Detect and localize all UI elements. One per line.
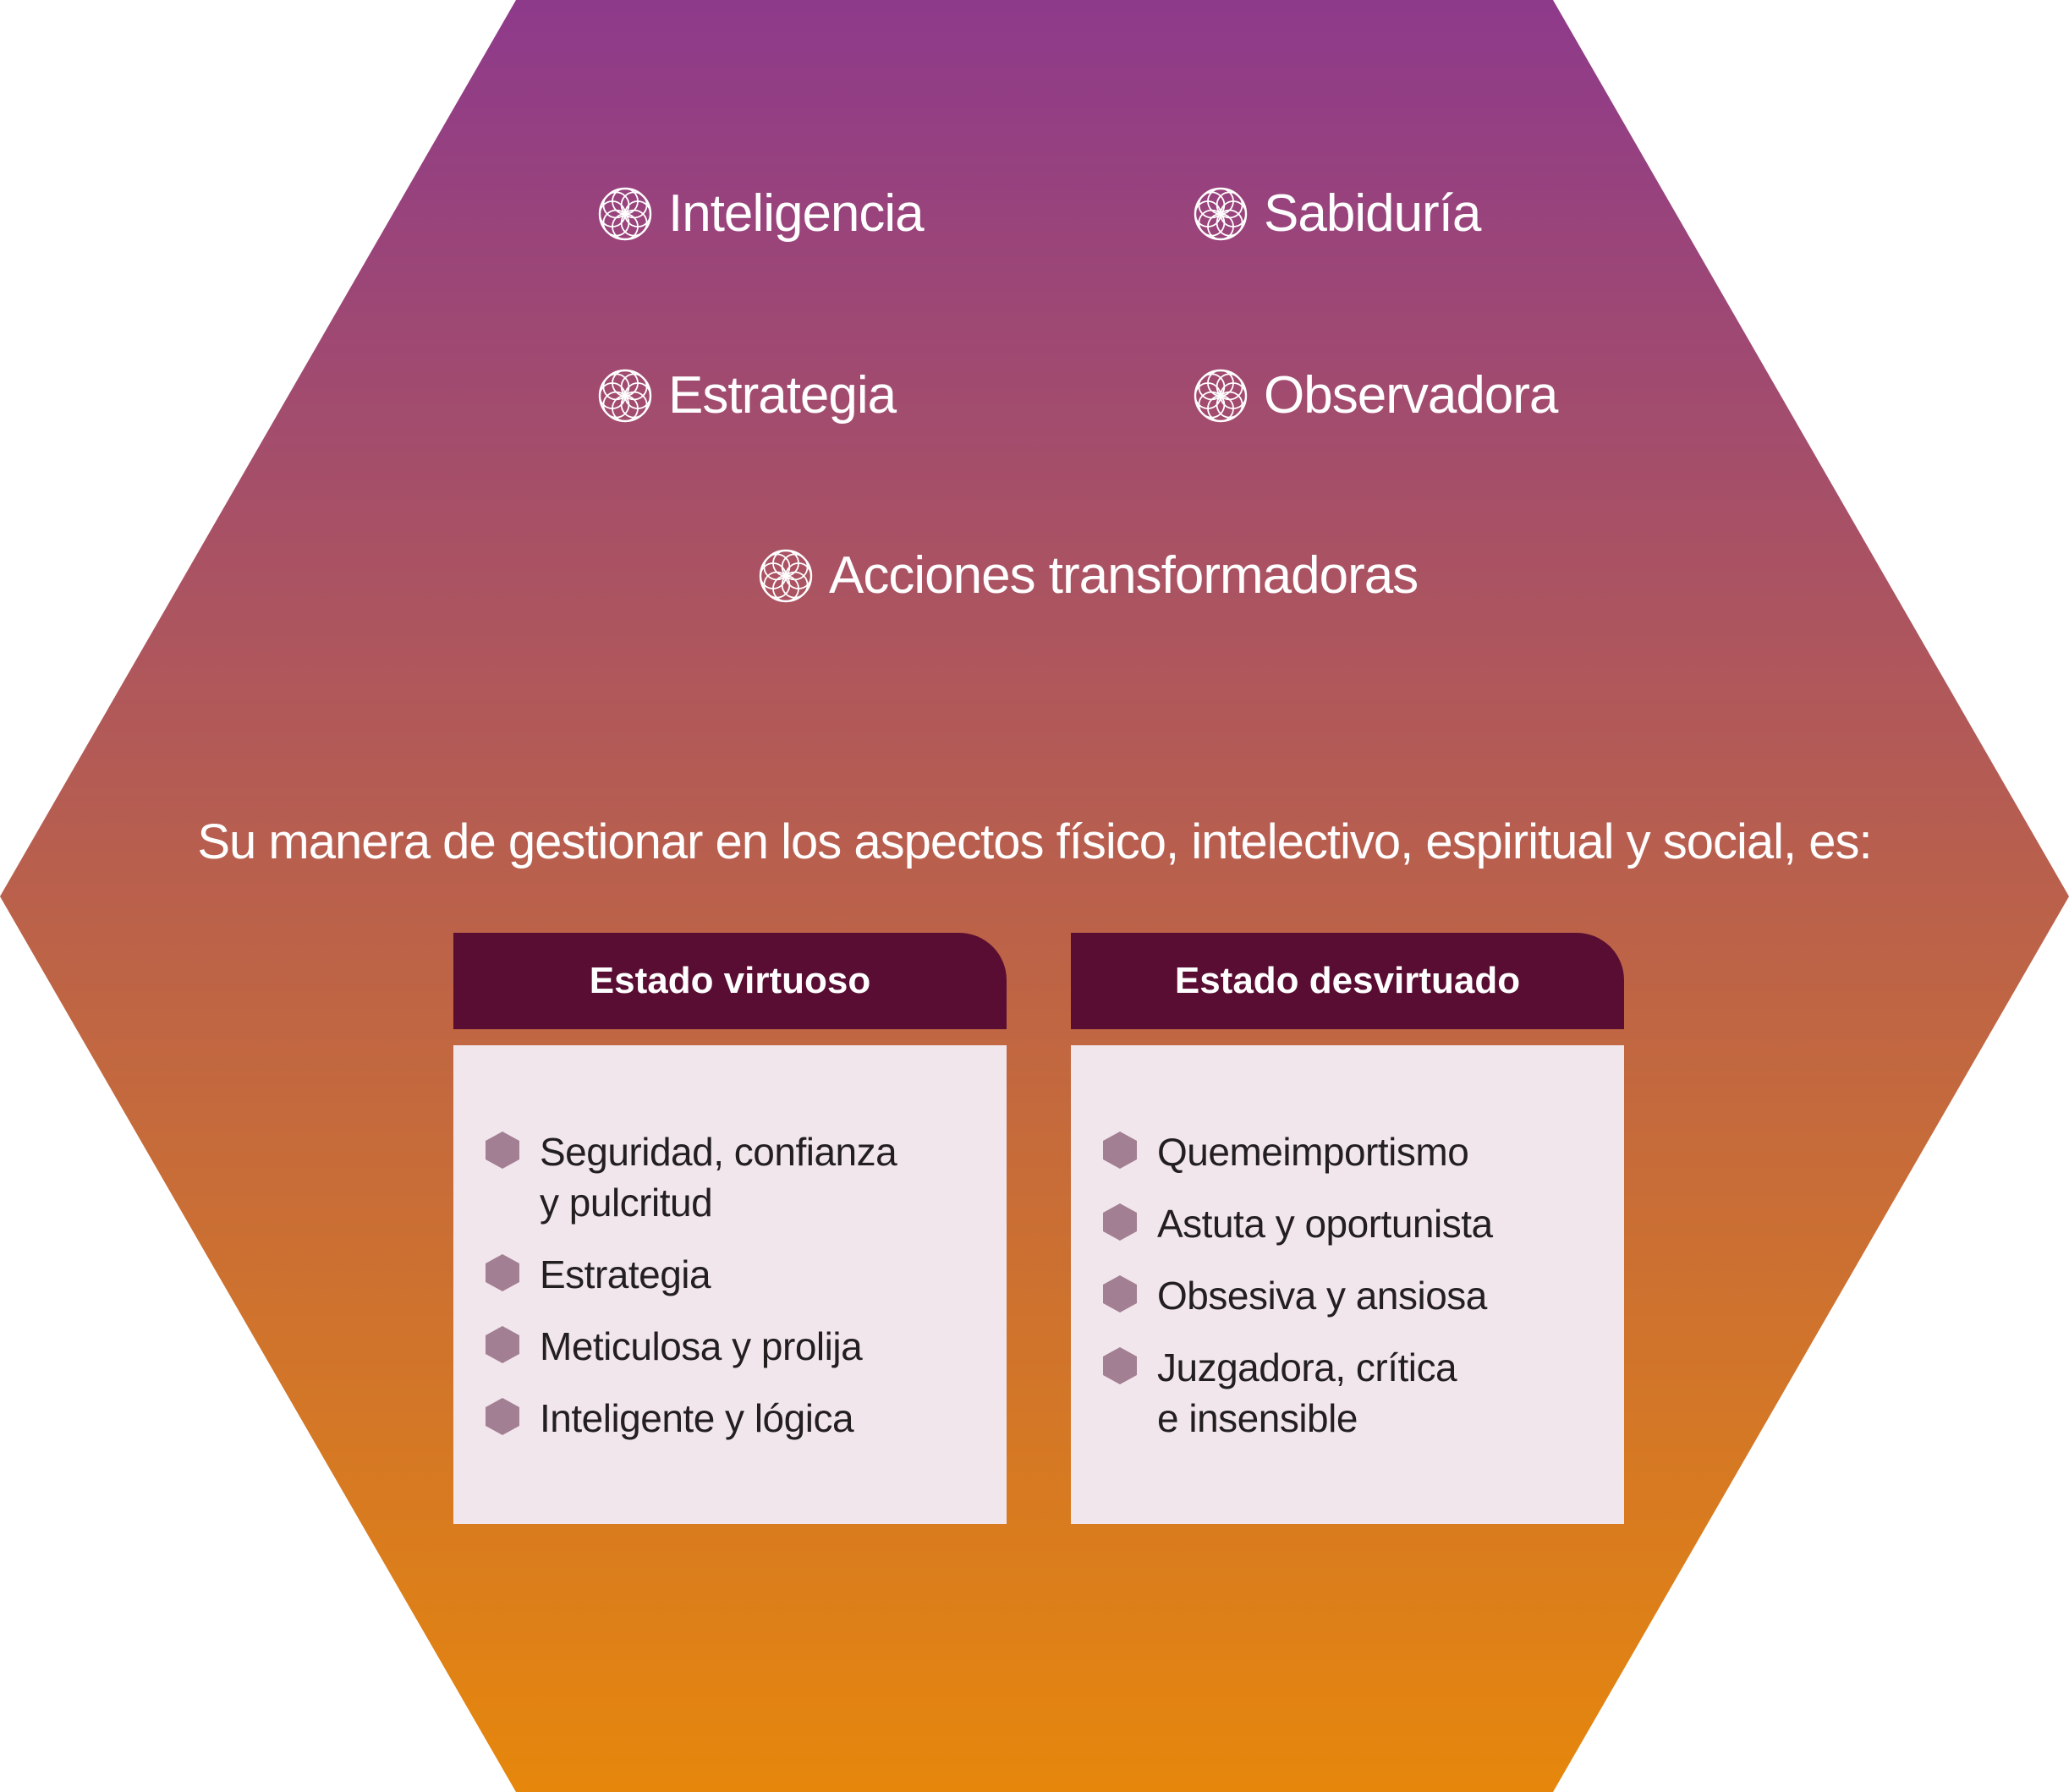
hexagon-bullet-icon <box>1103 1347 1137 1384</box>
item-line: e insensible <box>1157 1396 1358 1440</box>
trait-label: Sabiduría <box>1264 184 1481 243</box>
card-body-virtuoso: Seguridad, confianza y pulcritud Estrate… <box>453 1045 1007 1524</box>
trait-acciones-transformadoras: Acciones transformadoras <box>758 545 1419 606</box>
item-line: Seguridad, confianza <box>540 1130 897 1174</box>
hexagon-bullet-icon <box>486 1254 519 1291</box>
item-line: Obsesiva y ansiosa <box>1157 1274 1487 1318</box>
hexagon-bullet-icon <box>486 1132 519 1169</box>
list-item: Obsesiva y ansiosa <box>1071 1270 1624 1321</box>
trait-observadora: Observadora <box>1193 365 1558 425</box>
flower-of-life-icon <box>759 549 813 602</box>
item-line: Astuta y oportunista <box>1157 1202 1493 1246</box>
card-title: Estado desvirtuado <box>1174 960 1521 1001</box>
item-line: Meticulosa y prolija <box>540 1324 863 1368</box>
trait-estrategia: Estrategia <box>597 365 897 425</box>
list-item: Inteligente y lógica <box>453 1393 1007 1444</box>
hexagon-bullet-icon <box>486 1326 519 1363</box>
list-item: Meticulosa y prolija <box>453 1321 1007 1372</box>
flower-of-life-icon <box>1194 187 1248 240</box>
flower-of-life-icon <box>598 187 652 240</box>
item-line: Quemeimportismo <box>1157 1130 1469 1174</box>
list-item: Astuta y oportunista <box>1071 1198 1624 1249</box>
item-line: y pulcritud <box>540 1181 713 1225</box>
list-item: Juzgadora, crítica e insensible <box>1071 1342 1624 1444</box>
hexagon-bullet-icon <box>486 1398 519 1435</box>
card-title: Estado virtuoso <box>589 960 871 1001</box>
trait-label: Estrategia <box>668 366 897 425</box>
hexagon-bullet-icon <box>1103 1132 1137 1169</box>
flower-of-life-icon <box>1194 369 1248 422</box>
trait-sabiduria: Sabiduría <box>1193 184 1481 244</box>
list-item: Seguridad, confianza y pulcritud <box>453 1126 1007 1228</box>
card-header-virtuoso: Estado virtuoso <box>453 933 1007 1029</box>
list-item: Quemeimportismo <box>1071 1126 1624 1177</box>
card-body-desvirtuado: Quemeimportismo Astuta y oportunista Obs… <box>1071 1045 1624 1524</box>
card-header-desvirtuado: Estado desvirtuado <box>1071 933 1624 1029</box>
hexagon-bullet-icon <box>1103 1203 1137 1241</box>
list-item: Estrategia <box>453 1249 1007 1300</box>
item-line: Inteligente y lógica <box>540 1396 854 1440</box>
item-line: Juzgadora, crítica <box>1157 1345 1457 1389</box>
flower-of-life-icon <box>598 369 652 422</box>
item-line: Estrategia <box>540 1252 711 1296</box>
hexagon-bullet-icon <box>1103 1275 1137 1312</box>
trait-inteligencia: Inteligencia <box>597 184 925 244</box>
trait-label: Observadora <box>1264 366 1558 425</box>
trait-label: Acciones transformadoras <box>829 546 1419 605</box>
trait-label: Inteligencia <box>668 184 925 243</box>
intro-text: Su manera de gestionar en los aspectos f… <box>197 814 1872 869</box>
